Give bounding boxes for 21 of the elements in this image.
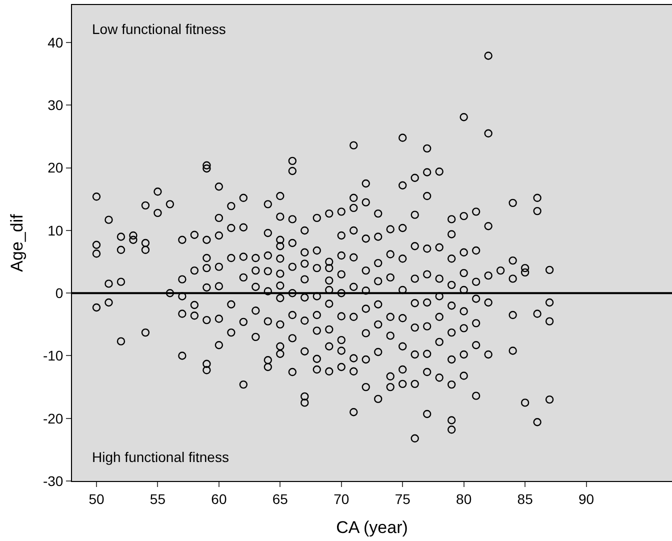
x-tick-label: 85: [517, 490, 534, 507]
y-tick-label: 30: [48, 97, 64, 114]
x-tick-label: 90: [578, 490, 594, 507]
x-tick-label: 65: [272, 490, 288, 507]
y-tick-label: -20: [42, 410, 64, 426]
x-tick-label: 50: [88, 490, 104, 507]
x-tick-label: 60: [211, 490, 227, 507]
y-tick-label: 40: [48, 34, 64, 50]
y-axis-title: Age_dif: [8, 214, 27, 272]
x-tick-label: 80: [456, 490, 472, 507]
y-tick-label: -10: [42, 348, 64, 364]
annotation: Low functional fitness: [92, 21, 226, 37]
x-axis-title: CA (year): [336, 518, 408, 538]
y-tick-label: 20: [48, 160, 64, 176]
x-tick-label: 75: [394, 490, 411, 507]
y-tick-label: 10: [48, 222, 64, 238]
y-tick-label: 0: [55, 285, 64, 302]
annotation: High functional fitness: [92, 449, 229, 465]
y-tick-label: -30: [42, 472, 64, 489]
x-tick-label: 70: [334, 490, 350, 507]
x-tick-label: 55: [150, 490, 166, 507]
